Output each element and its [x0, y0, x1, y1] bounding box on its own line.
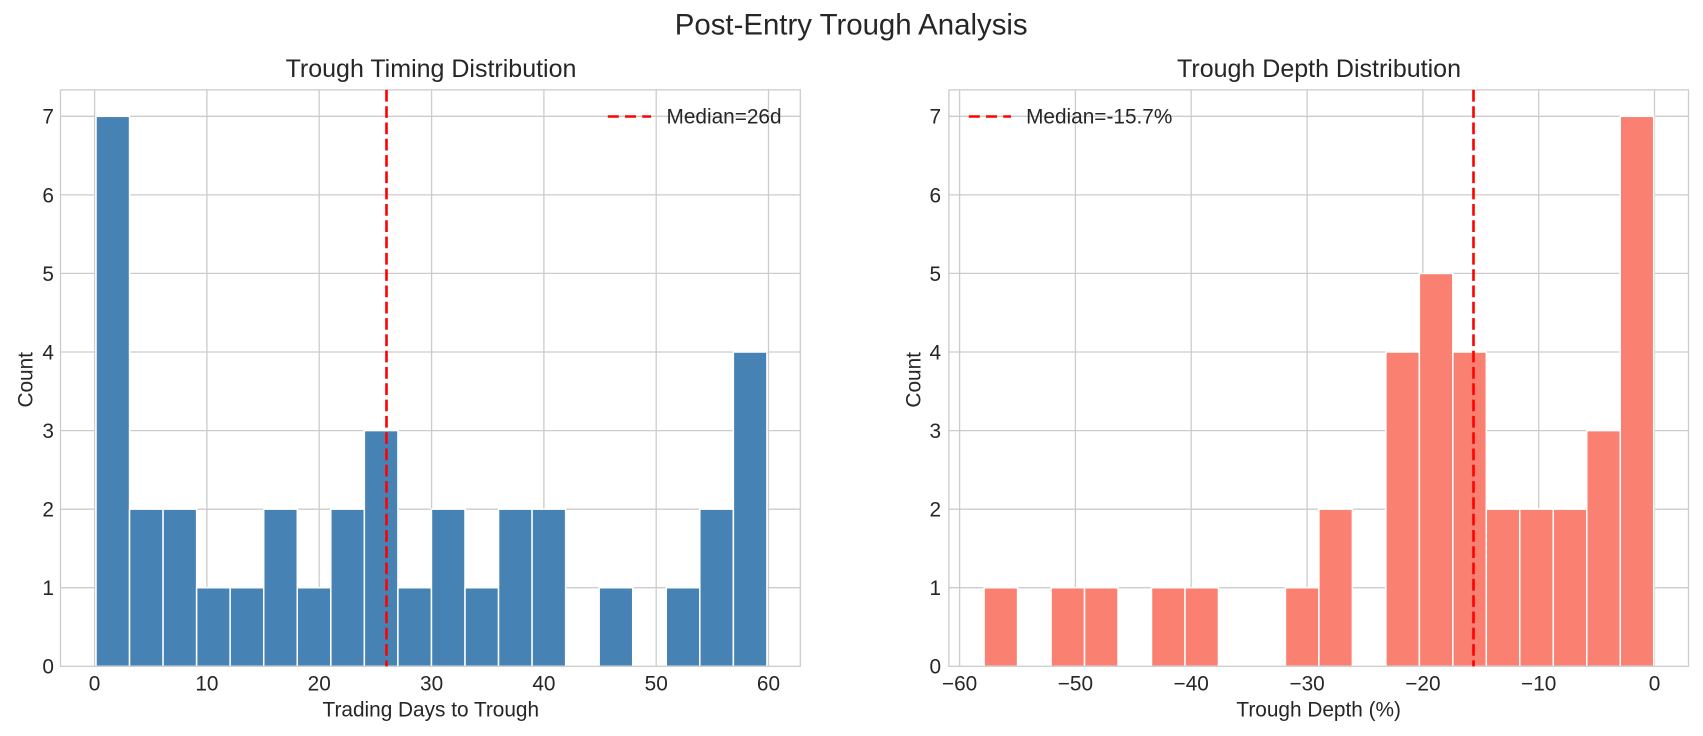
svg-text:5: 5: [930, 263, 942, 286]
svg-text:60: 60: [757, 672, 780, 695]
svg-text:Trading Days to Trough: Trading Days to Trough: [323, 699, 540, 722]
svg-text:20: 20: [308, 672, 331, 695]
svg-text:−20: −20: [1405, 672, 1440, 695]
svg-text:1: 1: [930, 577, 942, 600]
svg-text:−30: −30: [1289, 672, 1324, 695]
svg-text:3: 3: [930, 420, 942, 443]
svg-text:0: 0: [42, 656, 54, 679]
svg-text:6: 6: [930, 184, 942, 207]
svg-text:40: 40: [532, 672, 555, 695]
svg-text:30: 30: [420, 672, 443, 695]
svg-text:Median=-15.7%: Median=-15.7%: [1026, 106, 1172, 129]
svg-text:Count: Count: [14, 352, 37, 408]
svg-text:0: 0: [930, 656, 942, 679]
svg-text:−60: −60: [942, 672, 977, 695]
svg-text:7: 7: [930, 106, 942, 129]
svg-text:5: 5: [42, 263, 54, 286]
svg-text:6: 6: [42, 184, 54, 207]
svg-text:1: 1: [42, 577, 54, 600]
svg-text:0: 0: [1649, 672, 1661, 695]
svg-text:Trough Depth (%): Trough Depth (%): [1236, 699, 1401, 722]
svg-text:4: 4: [930, 341, 942, 364]
svg-text:−50: −50: [1058, 672, 1093, 695]
svg-text:Trough Depth Distribution: Trough Depth Distribution: [1177, 55, 1461, 83]
svg-text:Post-Entry Trough Analysis: Post-Entry Trough Analysis: [675, 9, 1028, 42]
svg-text:7: 7: [42, 106, 54, 129]
svg-text:4: 4: [42, 341, 54, 364]
svg-text:−40: −40: [1174, 672, 1209, 695]
svg-text:Median=26d: Median=26d: [667, 106, 782, 129]
svg-text:Trough Timing Distribution: Trough Timing Distribution: [286, 55, 577, 83]
svg-text:10: 10: [195, 672, 218, 695]
svg-text:50: 50: [645, 672, 668, 695]
svg-text:Count: Count: [903, 352, 926, 408]
svg-text:2: 2: [930, 499, 942, 522]
svg-text:3: 3: [42, 420, 54, 443]
svg-text:0: 0: [89, 672, 101, 695]
svg-text:2: 2: [42, 499, 54, 522]
svg-text:−10: −10: [1521, 672, 1556, 695]
